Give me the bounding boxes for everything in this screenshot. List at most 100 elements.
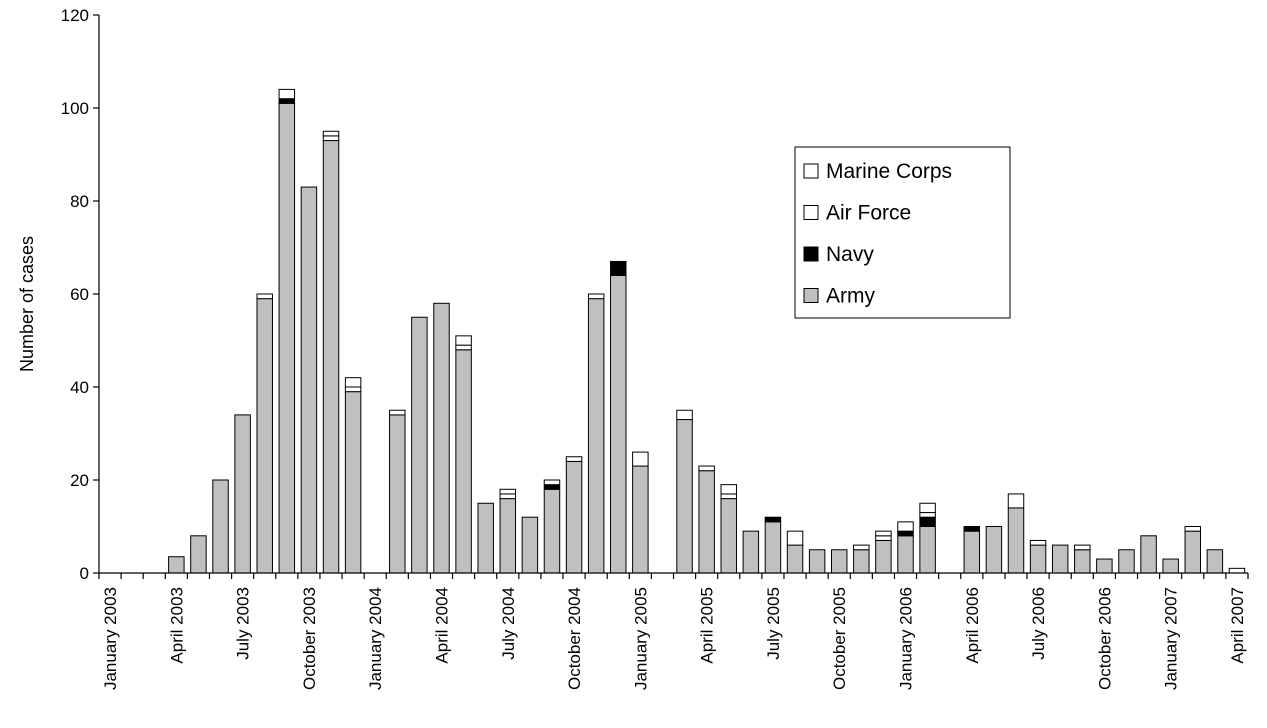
legend-swatch: [803, 288, 819, 303]
bar-segment-marine-corps: [1184, 526, 1202, 532]
x-tick-label: July 2004: [499, 587, 518, 660]
x-tick-label: April 2003: [167, 587, 186, 664]
bars-group: [168, 88, 1246, 574]
bar-segment-army: [676, 419, 693, 574]
legend-label: Navy: [826, 243, 874, 266]
legend-label: Army: [826, 285, 875, 308]
y-tick-label: 20: [70, 471, 89, 490]
bar-segment-army: [543, 488, 561, 574]
bar-segment-army: [587, 298, 605, 574]
x-tick-label: April 2006: [963, 587, 982, 664]
bar-segment-army: [1184, 530, 1202, 574]
bar-segment-army: [190, 535, 207, 574]
bar-segment-army: [963, 530, 981, 574]
bar-segment-army: [830, 549, 848, 574]
bar-segment-marine-corps: [720, 484, 737, 495]
bar-segment-army: [853, 549, 870, 574]
bar-segment-marine-corps: [786, 530, 804, 546]
bar-segment-air-force: [919, 512, 936, 518]
y-ticks: 0 20 40 60 80 100 120: [61, 6, 99, 583]
y-tick-label: 80: [70, 192, 89, 211]
bar-segment-army: [764, 521, 782, 574]
x-tick-label: April 2007: [1228, 587, 1247, 664]
bar-segment-marine-corps: [919, 502, 936, 514]
bar-segment-army: [985, 526, 1003, 574]
x-tick-label: October 2003: [300, 587, 319, 690]
y-axis-title: Number of cases: [17, 236, 37, 372]
bar-segment-marine-corps: [322, 130, 340, 137]
bar-segment-air-force: [344, 386, 362, 393]
bar-segment-army: [212, 479, 229, 574]
bar-segment-army: [300, 186, 318, 574]
bar-segment-army: [919, 526, 936, 574]
bar-segment-marine-corps: [676, 409, 693, 421]
bar-segment-army: [1029, 544, 1047, 574]
bar-segment-army: [278, 102, 296, 574]
legend: Marine Corps Air Force Navy Army: [794, 146, 1011, 319]
bar-segment-marine-corps: [897, 521, 914, 532]
x-tick-label: January 2004: [366, 587, 385, 690]
bar-segment-marine-corps: [587, 293, 605, 300]
bar-segment-air-force: [455, 344, 472, 351]
x-tick-label: January 2003: [101, 587, 120, 690]
x-tick-label: July 2006: [1029, 587, 1048, 660]
bar-segment-navy: [764, 516, 782, 523]
legend-swatch: [803, 205, 819, 220]
bar-segment-army: [1007, 507, 1025, 574]
bar-segment-army: [322, 140, 340, 574]
x-tick-label: April 2005: [698, 587, 717, 664]
bar-segment-marine-corps: [256, 293, 273, 300]
x-tick-label: January 2005: [631, 587, 650, 690]
x-tick-label: April 2004: [432, 587, 451, 664]
bar-segment-marine-corps: [1029, 539, 1047, 546]
bar-segment-marine-corps: [455, 335, 472, 346]
x-tick-label: July 2003: [234, 587, 253, 660]
bar-segment-marine-corps: [698, 465, 715, 472]
legend-swatch: [803, 163, 819, 179]
x-tick-label: July 2005: [764, 587, 783, 660]
bar-segment-army: [1206, 549, 1224, 574]
bar-segment-marine-corps: [278, 88, 296, 100]
bar-segment-navy: [610, 260, 627, 276]
bar-segment-army: [875, 539, 892, 574]
legend-label: Marine Corps: [826, 160, 952, 183]
bar-segment-marine-corps: [565, 456, 583, 462]
bar-segment-marine-corps: [875, 530, 892, 537]
bar-segment-army: [1096, 558, 1113, 574]
bar-segment-army: [499, 498, 517, 574]
bar-segment-air-force: [720, 493, 737, 500]
bar-segment-army: [632, 465, 649, 574]
bar-segment-navy: [278, 98, 296, 104]
bar-segment-army: [808, 549, 826, 574]
bar-segment-army: [521, 516, 539, 574]
y-tick-label: 60: [70, 285, 89, 304]
x-tick-label: January 2006: [897, 587, 916, 690]
x-tick-label: October 2004: [565, 587, 584, 690]
bar-segment-army: [455, 349, 472, 574]
bar-segment-army: [256, 298, 273, 574]
y-tick-label: 120: [61, 6, 89, 25]
x-tick-label: October 2005: [830, 587, 849, 690]
bar-segment-army: [698, 470, 715, 574]
bar-segment-army: [897, 535, 914, 574]
bar-segment-army: [433, 302, 450, 574]
bar-segment-air-force: [875, 535, 892, 541]
bar-segment-army: [786, 544, 804, 574]
bar-segment-navy: [897, 530, 914, 537]
bar-segment-army: [168, 556, 185, 574]
bar-segment-marine-corps: [543, 479, 561, 486]
bar-segment-army: [1118, 549, 1135, 574]
bar-segment-marine-corps: [1228, 567, 1246, 574]
bar-segment-army: [344, 391, 362, 574]
bar-segment-navy: [543, 484, 561, 490]
x-tick-label: October 2006: [1095, 587, 1114, 690]
bar-segment-marine-corps: [344, 377, 362, 388]
bar-segment-marine-corps: [1074, 544, 1091, 551]
bar-segment-marine-corps: [499, 488, 517, 495]
bar-segment-army: [565, 460, 583, 574]
y-tick-label: 0: [80, 564, 89, 583]
bar-segment-army: [1051, 544, 1069, 574]
y-tick-label: 40: [70, 378, 89, 397]
bar-segment-navy: [919, 516, 936, 528]
